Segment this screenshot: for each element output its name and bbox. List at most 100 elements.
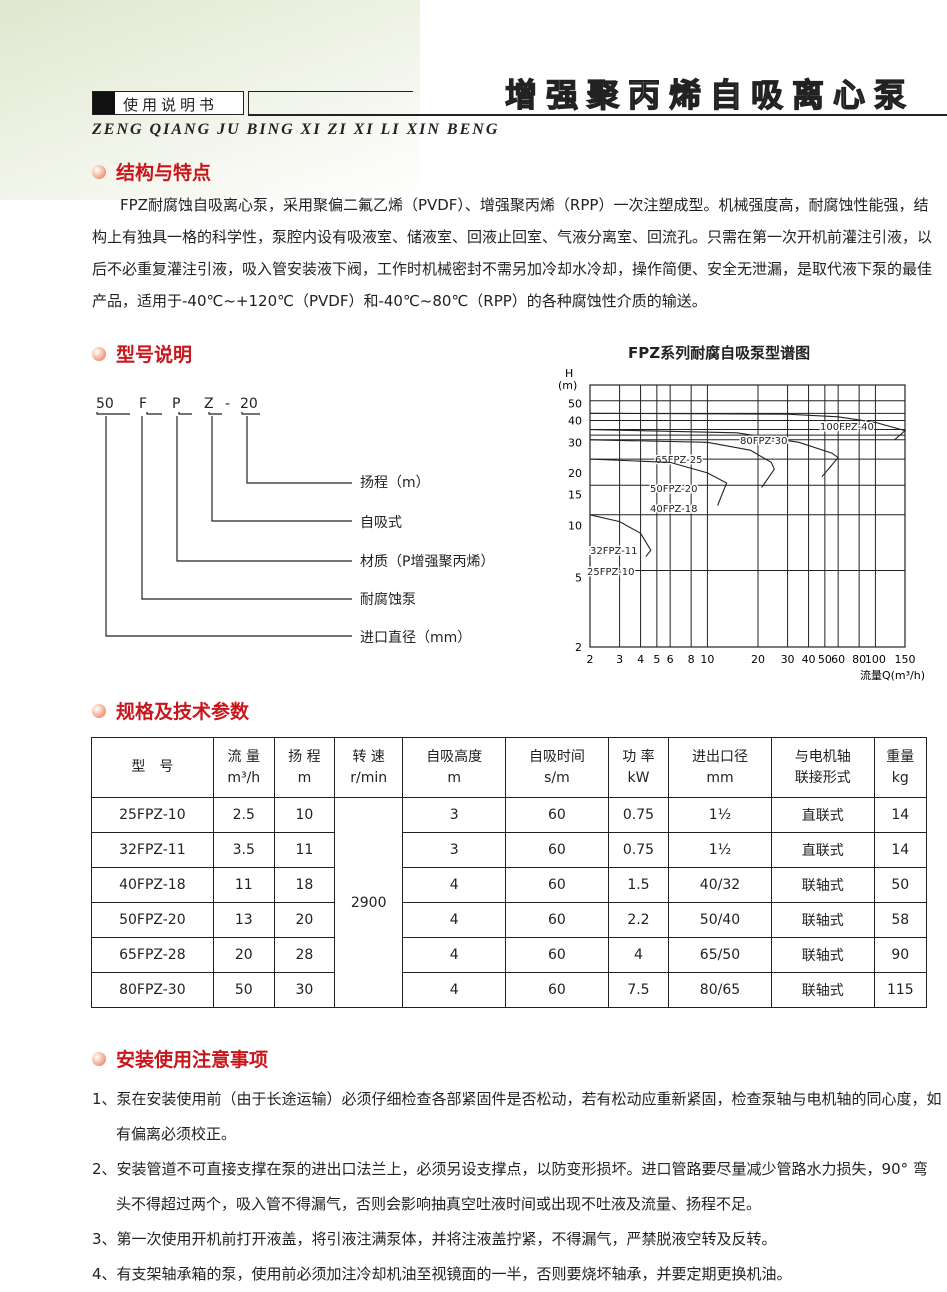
table-cell: 50/40 — [668, 902, 772, 938]
manual-label: 使用说明书 — [123, 96, 219, 114]
table-cell: 80FPZ-30 — [91, 972, 214, 1008]
structure-paragraph: FPZ耐腐蚀自吸离心泵，采用聚偏二氟乙烯（PVDF）、增强聚丙烯（RPP）一次注… — [92, 196, 933, 310]
code-part: 50 — [96, 396, 114, 412]
curve-label: 25FPZ-10 — [587, 567, 635, 578]
column-header: 重量 kg — [873, 737, 928, 798]
table-row: 50FPZ-20 13 20 4 60 2.2 50/40 联轴式 58 — [91, 902, 928, 938]
section-heading-specs: 规格及技术参数 — [92, 697, 249, 724]
section-heading-notes: 安装使用注意事项 — [92, 1045, 268, 1072]
table-cell: 0.75 — [607, 797, 670, 833]
page-title: 增强聚丙烯自吸离心泵 — [504, 75, 916, 114]
table-cell: 60 — [505, 902, 609, 938]
table-row: 80FPZ-30 50 30 4 60 7.5 80/65 联轴式 115 — [91, 972, 928, 1008]
table-cell: 2.2 — [607, 902, 670, 938]
code-part: 20 — [240, 396, 258, 412]
curve-label: 80FPZ-30 — [740, 436, 788, 447]
column-header: 与电机轴 联接形式 — [770, 737, 875, 798]
code-part: F — [139, 396, 147, 412]
table-cell: 11 — [273, 832, 336, 868]
heading-text: 规格及技术参数 — [116, 701, 250, 723]
performance-curve — [589, 412, 907, 441]
table-cell: 20 — [212, 937, 275, 973]
table-cell: 65FPZ-28 — [91, 937, 214, 973]
code-label: 扬程（m） — [360, 475, 430, 491]
x-tick-label: 5 — [653, 653, 660, 666]
table-cell: 直联式 — [770, 797, 875, 833]
section-heading-structure: 结构与特点 — [92, 158, 211, 185]
code-part: - — [225, 396, 230, 412]
table-cell: 7.5 — [607, 972, 670, 1008]
table-cell: 25FPZ-10 — [91, 797, 214, 833]
code-part: P — [172, 396, 180, 412]
x-tick-label: 10 — [700, 653, 714, 666]
note-item: 3、第一次使用开机前打开液盖，将引液注满泵体，并将注液盖拧紧，不得漏气，严禁脱液… — [92, 1230, 777, 1248]
table-cell: 10 — [273, 797, 336, 833]
table-cell: 60 — [505, 972, 609, 1008]
y-tick-label: 10 — [568, 519, 582, 532]
table-cell: 13 — [212, 902, 275, 938]
table-cell: 0.75 — [607, 832, 670, 868]
table-cell: 40/32 — [668, 867, 772, 903]
table-cell: 3.5 — [212, 832, 275, 868]
column-header: 进出口径 mm — [668, 737, 772, 798]
table-cell: 115 — [873, 972, 928, 1008]
table-cell: 1½ — [668, 832, 772, 868]
column-header: 转 速 r/min — [334, 737, 404, 798]
curve-label: 100FPZ-40 — [820, 422, 874, 433]
table-cell: 90 — [873, 937, 928, 973]
table-row: 65FPZ-28 20 28 4 60 4 65/50 联轴式 90 — [91, 937, 928, 973]
table-cell: 14 — [873, 797, 928, 833]
table-cell: 58 — [873, 902, 928, 938]
x-tick-label: 40 — [802, 653, 816, 666]
column-header: 自吸高度 m — [402, 737, 507, 798]
code-part: Z — [204, 396, 214, 412]
y-tick-label: 30 — [568, 436, 582, 449]
x-tick-label: 30 — [781, 653, 795, 666]
table-cell: 联轴式 — [770, 937, 875, 973]
table-cell: 28 — [273, 937, 336, 973]
table-cell: 60 — [505, 937, 609, 973]
bullet-icon — [92, 1051, 106, 1066]
note-item: 4、有支架轴承箱的泵，使用前必须加注冷却机油至视镜面的一半，否则要烧坏轴承，并要… — [92, 1265, 792, 1283]
table-cell: 65/50 — [668, 937, 772, 973]
performance-curve — [589, 439, 775, 488]
performance-curve — [589, 514, 652, 558]
table-cell: 30 — [273, 972, 336, 1008]
x-tick-label: 20 — [751, 653, 765, 666]
column-header: 流 量 m³/h — [212, 737, 275, 798]
y-tick-label: 15 — [568, 489, 582, 502]
table-cell: 联轴式 — [770, 902, 875, 938]
manual-label-box: 使用说明书 — [92, 91, 244, 115]
table-cell: 14 — [873, 832, 928, 868]
table-cell: 2.5 — [212, 797, 275, 833]
table-cell: 18 — [273, 867, 336, 903]
table-cell-speed: 2900 — [334, 797, 404, 1008]
x-tick-label: 80 — [852, 653, 866, 666]
bullet-icon — [92, 164, 106, 179]
table-cell: 直联式 — [770, 832, 875, 868]
table-cell: 1.5 — [607, 867, 670, 903]
header-rule — [248, 91, 413, 115]
performance-curve — [589, 458, 728, 506]
table-cell: 3 — [402, 832, 507, 868]
y-tick-label: 5 — [575, 572, 582, 585]
curve-label: 40FPZ-18 — [650, 504, 698, 515]
table-cell: 60 — [505, 867, 609, 903]
table-row: 40FPZ-18 11 18 4 60 1.5 40/32 联轴式 50 — [91, 867, 928, 903]
chart-title: FPZ系列耐腐自吸泵型谱图 — [628, 344, 811, 362]
table-cell: 11 — [212, 867, 275, 903]
y-axis-label: H — [565, 367, 573, 380]
table-cell: 50FPZ-20 — [91, 902, 214, 938]
table-cell: 50 — [873, 867, 928, 903]
header-rule — [248, 114, 947, 116]
table-cell: 20 — [273, 902, 336, 938]
column-header: 型 号 — [91, 737, 214, 798]
y-tick-label: 20 — [568, 467, 582, 480]
table-cell: 60 — [505, 832, 609, 868]
x-tick-label: 150 — [895, 653, 916, 666]
table-cell: 联轴式 — [770, 972, 875, 1008]
code-label: 耐腐蚀泵 — [360, 591, 416, 608]
x-tick-label: 8 — [688, 653, 695, 666]
x-axis-label: 流量Q(m³/h) — [860, 668, 925, 682]
